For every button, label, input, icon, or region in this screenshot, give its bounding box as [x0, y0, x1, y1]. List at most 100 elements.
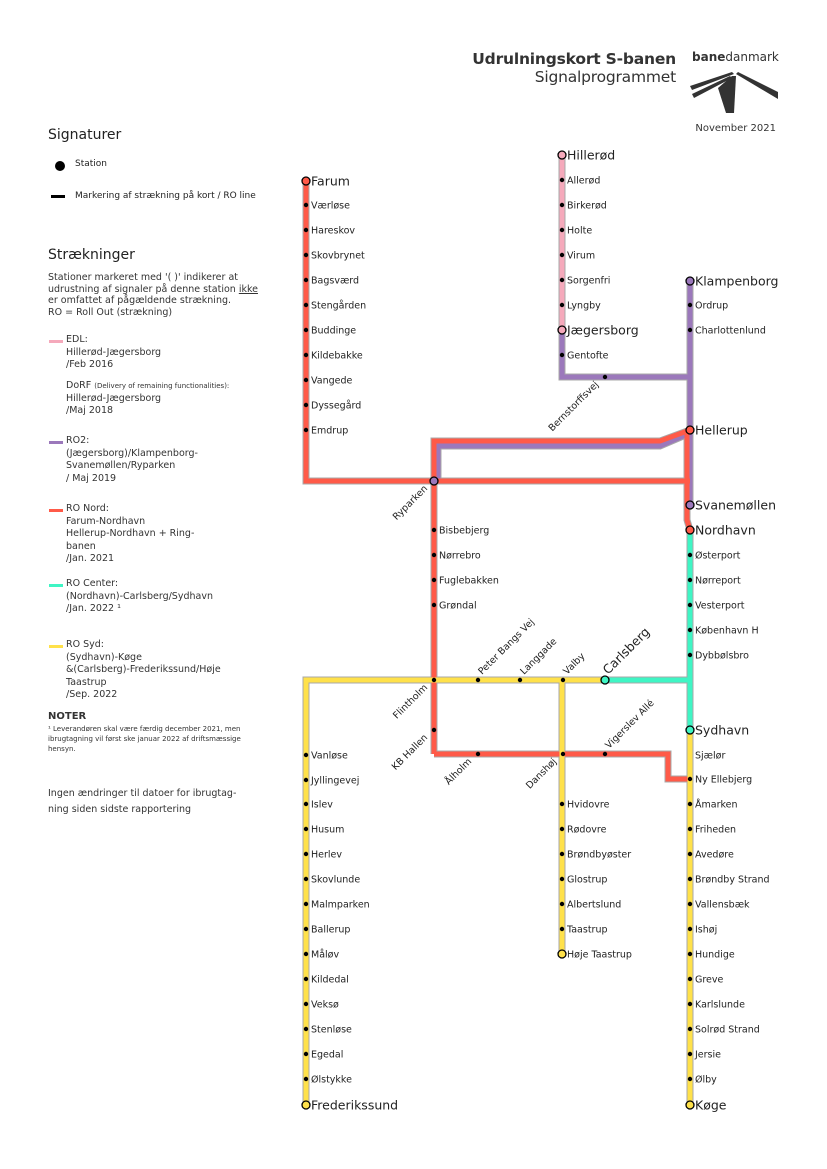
station-dot	[687, 826, 693, 832]
station-interchange	[429, 476, 439, 486]
logo-regular: danmark	[725, 50, 779, 64]
station-label: Holte	[567, 226, 592, 237]
station-label: Vesterport	[695, 601, 745, 612]
station-label: Måløv	[311, 950, 339, 961]
station-label: Carlsberg	[600, 624, 653, 677]
station-label: Jyllingevej	[310, 776, 359, 787]
station-interchange	[557, 949, 567, 959]
station-dot	[303, 752, 309, 758]
station-dot	[560, 677, 566, 683]
station-label: Frederikssund	[311, 1098, 398, 1113]
intro-text: Stationer markeret med '( )' indikerer a…	[48, 272, 239, 295]
logo-wordmark: banedanmark	[692, 50, 779, 64]
station-label: Åmarken	[695, 799, 738, 811]
legend-title: RO Syd:	[66, 639, 104, 650]
station-label: Husum	[311, 825, 344, 836]
legend-title: RO2:	[66, 435, 90, 446]
legend-edl: EDL: Hillerød-Jægersborg /Feb 2016	[66, 334, 161, 372]
station-label: Vangede	[311, 376, 353, 387]
station-dot	[687, 302, 693, 308]
station-label: Sjælør	[695, 751, 725, 762]
station-dot	[303, 876, 309, 882]
station-dot	[303, 851, 309, 857]
station-dot	[687, 1051, 693, 1057]
legend-line: Svanemøllen/Ryparken	[66, 460, 176, 471]
station-dot	[687, 776, 693, 782]
station-label: Nørreport	[695, 576, 741, 587]
legend-title: RO Center:	[66, 578, 119, 589]
legend-line: (Nordhavn)-Carlsberg/Sydhavn	[66, 590, 213, 602]
station-label: Allerød	[567, 176, 600, 187]
station-dot	[303, 377, 309, 383]
station-dot	[687, 627, 693, 633]
station-label: Skovlunde	[311, 875, 360, 886]
notes-heading: NOTER	[48, 711, 87, 722]
station-dot	[303, 402, 309, 408]
ro-center-swatch	[49, 584, 63, 587]
station-dot	[687, 1076, 693, 1082]
station-dot	[559, 202, 565, 208]
station-dot	[303, 801, 309, 807]
station-label: Karlslunde	[695, 1000, 745, 1011]
station-dot	[303, 302, 309, 308]
station-interchange	[600, 675, 610, 685]
station-label: Langgade	[518, 636, 559, 677]
edl-swatch	[49, 340, 63, 343]
station-dot	[431, 527, 437, 533]
station-dot	[303, 901, 309, 907]
station-label: Charlottenlund	[695, 326, 766, 337]
station-dot	[303, 227, 309, 233]
footer-line: ning siden sidste rapportering	[48, 804, 192, 815]
station-dot	[687, 901, 693, 907]
station-label: Brøndbyøster	[567, 850, 631, 861]
station-dot	[303, 951, 309, 957]
station-label: Islev	[311, 800, 333, 811]
legend-dorf: DoRF (Delivery of remaining functionalit…	[66, 380, 229, 418]
station-interchange	[685, 1100, 695, 1110]
station-label: Brøndby Strand	[695, 875, 770, 886]
station-dot	[475, 677, 481, 683]
station-label: Hvidovre	[567, 800, 610, 811]
legend-line: Hellerup-Nordhavn + Ring-	[66, 528, 195, 539]
station-dot	[431, 577, 437, 583]
station-dot	[687, 652, 693, 658]
station-dot	[303, 976, 309, 982]
station-label: Ny Ellebjerg	[695, 775, 752, 786]
line-ro-nord	[434, 751, 690, 782]
report-date: November 2021	[695, 123, 776, 134]
legend-line: banen	[66, 540, 96, 552]
station-interchange	[685, 276, 695, 286]
station-dot	[559, 277, 565, 283]
station-label: Ålholm	[442, 756, 474, 788]
station-dot	[559, 901, 565, 907]
legend-ro2: RO2: (Jægersborg)/Klampenborg- Svanemøll…	[66, 435, 198, 485]
station-dot	[303, 427, 309, 433]
station-label: Egedal	[311, 1050, 343, 1061]
station-dot	[303, 277, 309, 283]
station-dot	[687, 851, 693, 857]
page-subtitle: Signalprogrammet	[534, 68, 676, 86]
station-dot	[687, 602, 693, 608]
station-dot	[602, 374, 608, 380]
station-label: Sydhavn	[695, 723, 749, 738]
station-dot	[559, 801, 565, 807]
station-label: Ryparken	[391, 483, 430, 522]
station-label: Rødovre	[567, 825, 607, 836]
station-label: Emdrup	[311, 426, 348, 437]
station-dot	[560, 751, 566, 757]
station-label: Kildedal	[311, 975, 349, 986]
station-interchange	[685, 525, 695, 535]
legend-line: /Sep. 2022	[66, 689, 118, 700]
legend-station-label: Station	[75, 159, 107, 169]
legend-line: / Maj 2019	[66, 472, 117, 484]
station-interchange	[301, 1100, 311, 1110]
station-label: Bernstorffsvej	[547, 379, 602, 434]
legend-note: (Delivery of remaining functionalities):	[94, 382, 230, 390]
legend-line: (Sydhavn)-Køge	[66, 651, 142, 663]
station-dot-icon	[55, 161, 65, 171]
station-label: Veksø	[311, 1000, 339, 1011]
legend-title: RO Nord:	[66, 503, 109, 514]
legend-line-label: Markering af strækning på kort / RO line	[75, 191, 256, 201]
signatures-heading: Signaturer	[48, 127, 122, 143]
